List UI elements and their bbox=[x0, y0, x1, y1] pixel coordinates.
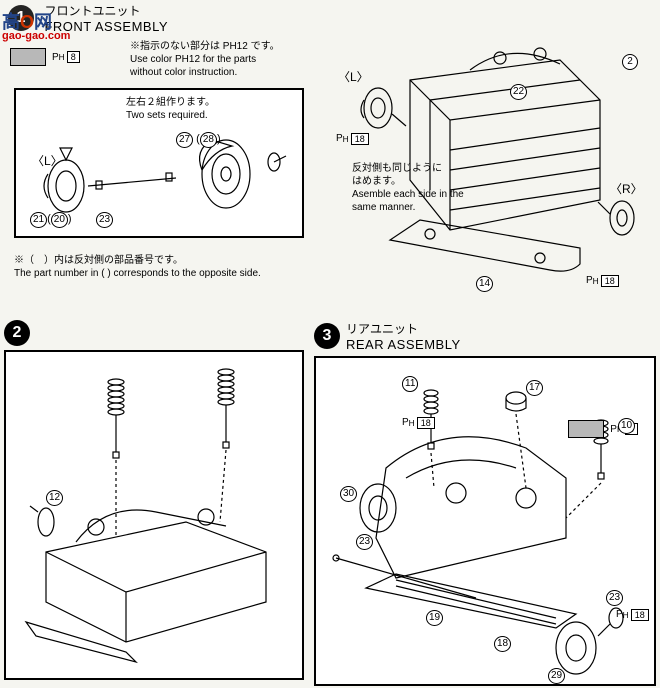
callout-19: 19 bbox=[426, 610, 443, 626]
callout-23: 23 bbox=[96, 212, 113, 228]
step3-title: リアユニット REAR ASSEMBLY bbox=[346, 320, 461, 352]
callout-29: 29 bbox=[548, 668, 565, 684]
callout-30: 30 bbox=[340, 486, 357, 502]
callout-23a: 23 bbox=[356, 534, 373, 550]
callout-22: 22 bbox=[510, 84, 527, 100]
step2-diagram bbox=[6, 352, 306, 682]
step1-region: 1 フロントユニット FRONT ASSEMBLY PH8 ※指示のない部分は … bbox=[0, 0, 660, 310]
step2-region: 2 bbox=[4, 320, 304, 680]
step3-diagram bbox=[316, 358, 658, 688]
swatch-gray-icon bbox=[10, 48, 46, 66]
label-L: 〈L〉 bbox=[32, 152, 63, 169]
ph18-b: PH18 bbox=[616, 608, 649, 621]
assemble-note: 反対側も同じように はめます。 Asemble each side in the… bbox=[352, 162, 464, 214]
callout-10: 10 bbox=[618, 418, 635, 434]
callout-11: 11 bbox=[402, 376, 418, 392]
step3-panel: PH8 bbox=[314, 356, 656, 686]
step2-number: 2 bbox=[4, 320, 30, 346]
callout-17: 17 bbox=[526, 380, 543, 396]
step2-panel: 12 bbox=[4, 350, 304, 680]
callout-27: 27 (28) bbox=[176, 132, 221, 148]
step3-region: 3 リアユニット REAR ASSEMBLY PH8 bbox=[314, 320, 656, 680]
step1-inset-panel: 左右２組作ります。 Two sets required. bbox=[14, 88, 304, 238]
inset-note: 左右２組作ります。 Two sets required. bbox=[126, 96, 215, 122]
label-L-main: 〈L〉 bbox=[338, 68, 369, 85]
swatch-label: PH8 bbox=[52, 51, 80, 63]
callout-18: 18 bbox=[494, 636, 511, 652]
watermark-url: gao-gao.com bbox=[2, 30, 70, 42]
step1-color-swatch: PH8 bbox=[10, 48, 80, 66]
swatch-gray-icon bbox=[568, 420, 604, 438]
callout-23b: 23 bbox=[606, 590, 623, 606]
ph18-a: PH18 bbox=[402, 416, 435, 429]
step2-header: 2 bbox=[4, 320, 304, 346]
callout-14: 14 bbox=[476, 276, 493, 292]
label-R-main: 〈R〉 bbox=[610, 180, 643, 197]
ph18-left: PH18 bbox=[336, 132, 369, 145]
inset-diagram: 〈L〉 21(20) 23 27 (28) bbox=[26, 126, 296, 231]
step3-header: 3 リアユニット REAR ASSEMBLY bbox=[314, 320, 656, 352]
callout-12: 12 bbox=[46, 490, 63, 506]
callout-2: 2 bbox=[622, 54, 638, 70]
ph18-right: PH18 bbox=[586, 274, 619, 287]
callout-21: 21(20) bbox=[30, 212, 72, 228]
opposite-side-note: ※（ ）内は反対側の部品番号です。 The part number in ( )… bbox=[14, 254, 261, 280]
color-instruction-note: ※指示のない部分は PH12 です。 Use color PH12 for th… bbox=[130, 40, 280, 79]
step3-number: 3 bbox=[314, 323, 340, 349]
